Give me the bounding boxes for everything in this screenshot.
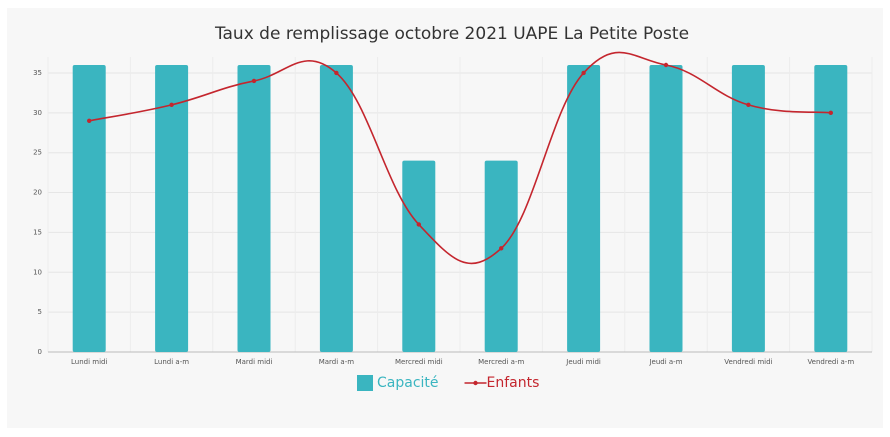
chart-title: Taux de remplissage octobre 2021 UAPE La… — [214, 24, 689, 44]
x-tick-label: Vendredi midi — [724, 358, 772, 366]
y-tick-label: 10 — [33, 268, 42, 276]
y-tick-label: 20 — [33, 189, 42, 197]
legend-swatch — [357, 375, 373, 391]
x-tick-label: Jeudi midi — [565, 358, 601, 366]
x-tick-label: Mardi a-m — [319, 358, 355, 366]
bar — [731, 65, 765, 352]
x-tick-label: Jeudi a-m — [648, 358, 682, 366]
bar — [155, 65, 189, 352]
line-point — [169, 102, 174, 108]
x-tick-label: Mercredi midi — [395, 358, 443, 366]
bar — [567, 65, 601, 352]
line-point — [663, 62, 669, 68]
line-point — [251, 78, 257, 84]
legend-marker — [473, 380, 478, 386]
line-point — [828, 110, 833, 116]
x-tick-label: Mardi midi — [236, 358, 273, 366]
x-tick-label: Vendredi a-m — [807, 358, 854, 366]
bar — [319, 65, 353, 352]
legend-label: Capacité — [377, 375, 439, 391]
legend-label: Enfants — [487, 375, 540, 391]
bar — [72, 65, 106, 352]
y-tick-label: 5 — [38, 308, 42, 316]
y-tick-label: 35 — [33, 69, 42, 77]
line-point — [499, 246, 504, 251]
y-tick-label: 25 — [33, 149, 42, 157]
x-tick-label: Lundi a-m — [154, 358, 189, 366]
line-point — [334, 70, 339, 76]
bar — [402, 160, 436, 352]
y-tick-label: 30 — [33, 109, 42, 117]
line-point — [416, 222, 421, 227]
bar — [649, 65, 683, 352]
y-tick-label: 15 — [33, 228, 42, 236]
line — [89, 51, 831, 265]
bar — [484, 160, 518, 352]
bar — [237, 65, 271, 352]
x-tick-label: Lundi midi — [71, 358, 107, 366]
line-point — [746, 102, 751, 108]
y-tick-label: 0 — [38, 348, 42, 356]
line-point — [581, 70, 586, 76]
x-tick-label: Mercredi a-m — [478, 358, 524, 366]
line-point — [87, 118, 92, 124]
bar — [814, 65, 848, 352]
